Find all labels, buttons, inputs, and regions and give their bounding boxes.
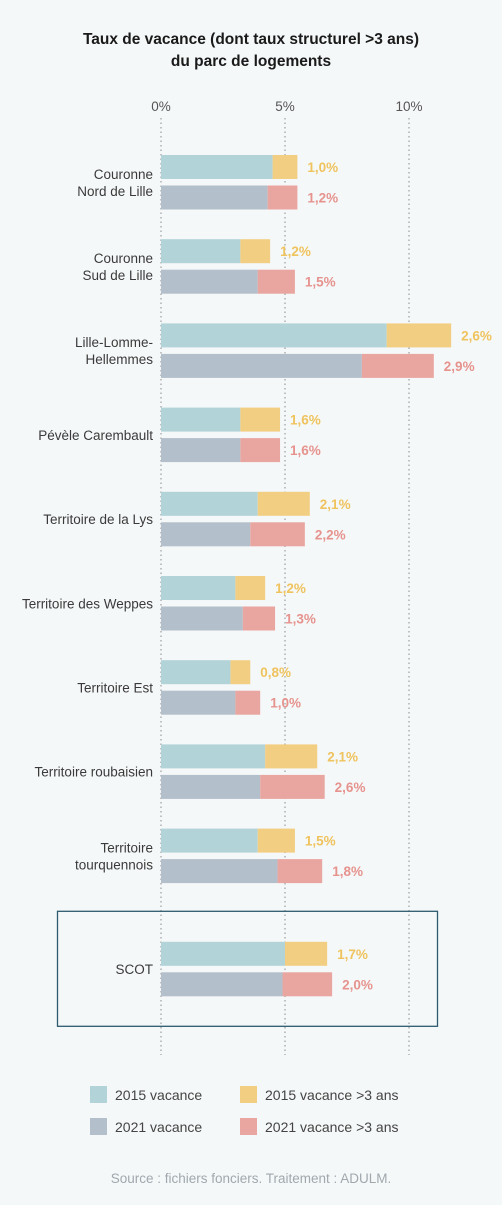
category-label: SCOT [115,962,153,977]
bar-2021-vacance-long [257,269,295,294]
legend-label: 2021 vacance >3 ans [265,1119,399,1135]
bar-2015-vacance [161,660,231,685]
legend-swatch-v2021_long [240,1118,257,1135]
bar-2021-vacance-long [240,438,281,463]
bar-2021-vacance [161,774,261,799]
data-label-2021: 1,0% [270,696,301,711]
legend-label: 2015 vacance [115,1087,202,1103]
category-label: Lille-Lomme- [75,335,153,350]
highlight-box [56,910,439,1027]
data-label-2021: 1,8% [332,864,363,879]
bar-2021-vacance-long [260,774,325,799]
data-label-2021: 2,2% [315,527,346,542]
bar-2021-vacance-long [282,972,333,997]
bar-2021-vacance-long [250,522,305,547]
bar-2021-vacance-long [235,690,261,715]
bar-2015-vacance [161,407,241,432]
data-label-2021: 1,6% [290,443,321,458]
bar-2021-vacance [161,185,268,210]
source-note: Source : fichiers fonciers. Traitement :… [111,1171,392,1186]
bar-2015-vacance-long [265,744,318,769]
chart-title: Taux de vacance (dont taux structurel >3… [83,31,419,48]
chart-subtitle: du parc de logements [171,53,331,70]
data-label-2015: 0,8% [260,665,291,680]
bar-2015-vacance [161,155,273,179]
bar-2015-vacance-long [235,576,266,600]
bar-2015-vacance-long [240,407,281,432]
bar-2015-vacance-long [230,660,251,685]
bar-2021-vacance [161,353,362,378]
bar-2021-vacance [161,522,251,547]
data-label-2015: 1,0% [307,160,338,175]
bar-2015-vacance-long [257,828,295,853]
bar-2015-vacance [161,744,266,769]
bar-2015-vacance-long [285,941,328,966]
bar-2015-vacance-long [257,491,310,516]
legend-label: 2015 vacance >3 ans [265,1087,399,1103]
legend-swatch-v2015 [90,1086,107,1103]
x-tick-label: 0% [151,99,171,114]
category-label: Hellemmes [85,352,153,367]
category-label: Territoire Est [77,680,153,695]
x-tick-label: 5% [275,99,295,114]
category-label: Nord de Lille [77,184,153,199]
bar-2015-vacance-long [272,155,298,179]
data-label-2015: 2,6% [461,328,492,343]
bar-2021-vacance-long [277,859,323,884]
data-label-2015: 1,6% [290,413,321,428]
bar-2015-vacance-long [386,323,452,348]
data-label-2015: 2,1% [320,497,351,512]
category-label: Territoire des Weppes [22,596,153,611]
data-label-2021: 1,2% [307,191,338,206]
data-label-2015: 1,5% [305,834,336,849]
category-label: Couronne [94,251,153,266]
legend-swatch-v2021 [90,1118,107,1135]
data-label-2015: 1,2% [275,581,306,596]
data-label-2015: 1,7% [337,947,368,962]
legend-swatch-v2015_long [240,1086,257,1103]
data-label-2021: 1,5% [305,275,336,290]
bar-2015-vacance [161,491,258,516]
data-label-2021: 2,6% [335,780,366,795]
category-label: Sud de Lille [82,268,153,283]
category-label: Territoire [100,840,153,855]
category-label: Couronne [94,167,153,182]
bar-2021-vacance [161,690,236,715]
x-tick-label: 10% [395,99,422,114]
data-label-2015: 1,2% [280,244,311,259]
bar-2015-vacance [161,828,258,853]
bar-2015-vacance [161,323,387,348]
data-label-2021: 2,0% [342,977,373,992]
category-label: Territoire de la Lys [43,512,153,527]
bar-2015-vacance [161,239,241,264]
bar-2021-vacance [161,859,278,884]
bar-2021-vacance [161,269,258,294]
bar-2021-vacance-long [361,353,434,378]
bar-2021-vacance [161,972,283,997]
category-label: Pévèle Carembault [38,428,153,443]
bar-2015-vacance [161,576,236,600]
bar-2015-vacance [161,941,285,966]
bar-2021-vacance-long [242,606,276,631]
legend-label: 2021 vacance [115,1119,202,1135]
bar-2015-vacance-long [240,239,271,264]
data-label-2021: 1,3% [285,612,316,627]
category-label: Territoire roubaisien [34,765,153,780]
bar-2021-vacance [161,606,243,631]
bar-2021-vacance [161,438,241,463]
data-label-2021: 2,9% [444,359,475,374]
category-label: tourquennois [75,857,153,872]
data-label-2015: 2,1% [327,749,358,764]
bar-2021-vacance-long [267,185,298,210]
